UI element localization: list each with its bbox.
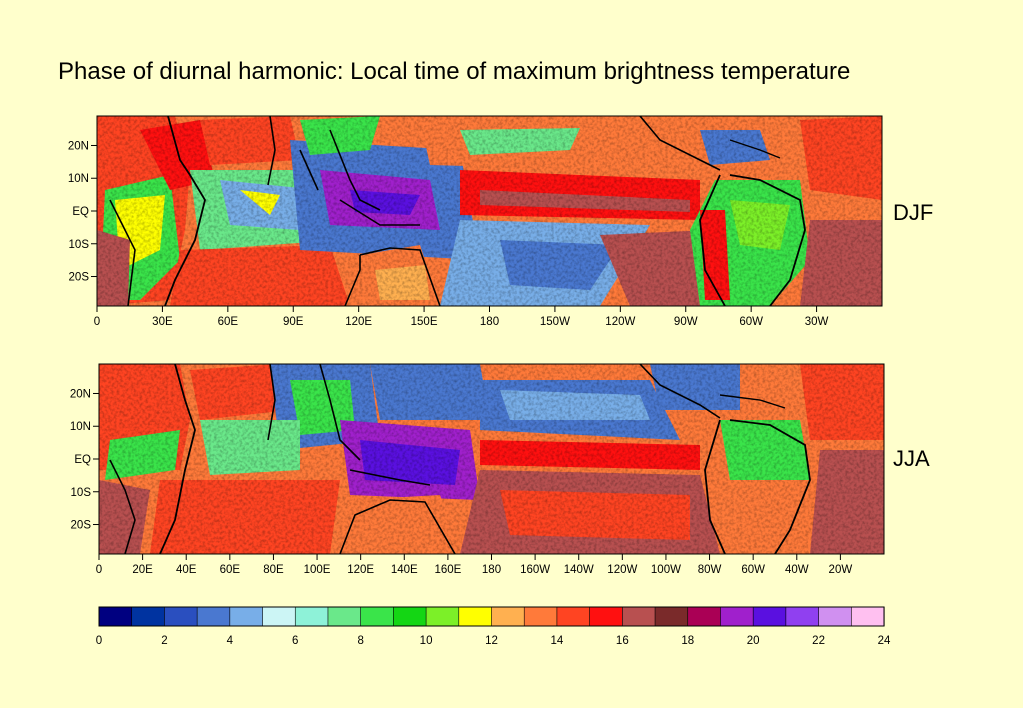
colorbar-label: 22 <box>812 635 825 647</box>
colorbar-label: 2 <box>161 635 167 647</box>
lon-tick-label: 90E <box>283 316 304 328</box>
colorbar-swatch <box>360 606 394 627</box>
lon-tick-label: 120E <box>347 564 374 576</box>
colorbar-swatch <box>850 606 885 627</box>
lon-tick-label: 30E <box>152 316 173 328</box>
lat-tick-label: EQ <box>72 206 89 218</box>
panel-label-djf: DJF <box>893 200 934 225</box>
lon-tick-labels-jja: 0 20E 40E 60E 80E 100E 120E 140E 160E 180 160W 140W… <box>96 554 853 576</box>
colorbar-swatch <box>491 606 525 627</box>
colorbar-frame <box>98 606 885 627</box>
colorbar-swatch <box>327 606 362 627</box>
lon-tick-label: 60W <box>741 564 765 576</box>
lat-tick-label: EQ <box>74 454 91 466</box>
lon-tick-labels-djf: 0 30E 60E 90E 120E 150E 180 150W 120W 90W 60W 30W <box>94 306 829 328</box>
lon-tick-label: 60W <box>739 316 763 328</box>
colorbar-swatch <box>294 606 329 627</box>
lon-tick-label: 0 <box>96 564 102 576</box>
colorbar-label: 24 <box>878 635 891 647</box>
colorbar-label: 12 <box>485 635 498 647</box>
lat-tick-label: 10S <box>71 487 92 499</box>
lon-tick-label: 60E <box>220 564 241 576</box>
lon-tick-label: 140W <box>564 564 594 576</box>
colorbar-labels: 0 2 4 6 8 10 12 14 16 18 20 22 24 <box>96 635 891 647</box>
lon-tick-label: 80W <box>698 564 722 576</box>
lon-tick-label: 30W <box>805 316 829 328</box>
colorbar-label: 14 <box>551 635 564 647</box>
colorbar-swatch <box>687 606 722 627</box>
colorbar-swatch <box>785 606 820 627</box>
lon-tick-label: 140E <box>391 564 418 576</box>
lon-tick-label: 90W <box>674 316 698 328</box>
colorbar-swatch <box>98 606 133 627</box>
lon-tick-label: 180 <box>480 316 499 328</box>
lon-tick-label: 150W <box>540 316 570 328</box>
lat-tick-labels-jja: 20N 10N EQ 10S 20S <box>70 388 99 532</box>
lat-tick-label: 10N <box>70 421 91 433</box>
colorbar-swatch <box>425 606 460 627</box>
lon-tick-label: 0 <box>94 316 100 328</box>
lon-tick-label: 40E <box>176 564 197 576</box>
lat-tick-label: 20N <box>68 140 89 152</box>
colorbar-swatch <box>262 606 296 627</box>
colorbar-swatch <box>164 606 198 627</box>
lon-tick-label: 20W <box>829 564 853 576</box>
lat-tick-label: 20S <box>69 272 90 284</box>
colorbar-swatch <box>556 606 591 627</box>
colorbar-label: 10 <box>420 635 433 647</box>
colorbar-label: 6 <box>292 635 298 647</box>
lat-tick-label: 10S <box>69 239 90 251</box>
colorbar-swatch <box>523 606 558 627</box>
map-panel-djf: 20N 10N EQ 10S 20S 0 30E 60E 90E 120E 150E 180 150W… <box>68 115 883 328</box>
lat-tick-label: 20S <box>71 520 92 532</box>
lon-tick-label: 20E <box>132 564 153 576</box>
lat-tick-label: 10N <box>68 173 89 185</box>
colorbar-swatch <box>229 606 264 627</box>
lon-tick-label: 160W <box>520 564 550 576</box>
lon-tick-label: 120W <box>607 564 637 576</box>
lon-tick-label: 100W <box>651 564 681 576</box>
colorbar-label: 4 <box>227 635 234 647</box>
colorbar-label: 18 <box>681 635 694 647</box>
lat-tick-label: 20N <box>70 388 91 400</box>
colorbar-label: 0 <box>96 635 102 647</box>
lat-tick-labels-djf: 20N 10N EQ 10S 20S <box>68 140 97 284</box>
lon-tick-label: 180 <box>482 564 501 576</box>
colorbar-swatch <box>720 606 754 627</box>
colorbar-label: 16 <box>616 635 629 647</box>
colorbar-swatch <box>622 606 656 627</box>
lon-tick-label: 120E <box>345 316 372 328</box>
colorbar-swatch <box>818 606 852 627</box>
lon-tick-label: 120W <box>605 316 635 328</box>
colorbar-label: 8 <box>357 635 363 647</box>
colorbar-swatch <box>589 606 623 627</box>
map-panel-jja: 20N 10N EQ 10S 20S 0 20E 40E 60E 80E 100E 120E 140E… <box>70 363 885 576</box>
lon-tick-label: 100E <box>304 564 331 576</box>
lon-tick-label: 40W <box>785 564 809 576</box>
lon-tick-label: 150E <box>411 316 438 328</box>
colorbar-label: 20 <box>747 635 760 647</box>
figure-title: Phase of diurnal harmonic: Local time of… <box>58 58 851 85</box>
colorbar-swatch <box>752 606 787 627</box>
colorbar-swatch <box>196 606 231 627</box>
lon-tick-label: 160E <box>434 564 461 576</box>
lon-tick-label: 60E <box>218 316 239 328</box>
colorbar-swatch <box>458 606 493 627</box>
colorbar-swatch <box>393 606 427 627</box>
lon-tick-label: 80E <box>263 564 284 576</box>
colorbar-swatch <box>131 606 166 627</box>
colorbar-swatch <box>654 606 689 627</box>
colorbar <box>98 606 885 627</box>
panel-label-jja: JJA <box>893 446 930 471</box>
